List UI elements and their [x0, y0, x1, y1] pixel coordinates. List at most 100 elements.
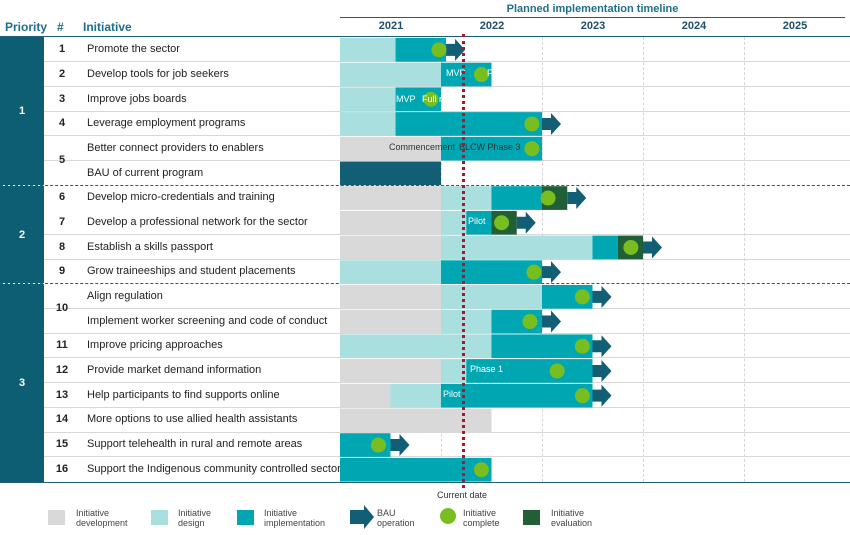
priority-header: Priority — [5, 20, 48, 34]
design-bar — [340, 260, 441, 284]
initiative-label: Grow traineeships and student placements — [87, 265, 296, 277]
complete-marker — [370, 437, 386, 453]
complete-marker — [574, 289, 590, 305]
initiative-number: 16 — [55, 463, 69, 475]
current-date-label: Current date — [437, 490, 488, 500]
complete-marker — [473, 67, 489, 83]
priority-band-3: 3 — [0, 284, 44, 482]
priority-label: 3 — [18, 377, 26, 389]
initiative-number: 6 — [58, 191, 66, 203]
row-divider — [44, 456, 850, 457]
initiative-number: 8 — [58, 241, 66, 253]
complete-marker — [574, 338, 590, 354]
complete-marker — [623, 239, 639, 255]
design-bar — [441, 235, 593, 260]
complete-marker — [526, 264, 542, 280]
initiative-number: 13 — [55, 389, 69, 401]
design-bar — [340, 62, 441, 87]
initiative-label: Promote the sector — [87, 43, 180, 55]
header-divider — [0, 36, 850, 37]
design-bar — [340, 87, 396, 112]
initiative-label: Align regulation — [87, 290, 163, 302]
priority-separator — [0, 185, 850, 186]
initiative-label: Develop a professional network for the s… — [87, 216, 308, 228]
implementation-bar — [395, 112, 542, 136]
design-bar — [340, 334, 492, 359]
initiative-label: More options to use allied health assist… — [87, 413, 298, 425]
year-label-2023: 2023 — [580, 20, 606, 32]
initiative-number: 1 — [58, 43, 66, 55]
row-divider — [44, 333, 850, 334]
complete-circle-icon — [440, 508, 456, 524]
bau-arrow — [446, 38, 466, 61]
initiative-label: Better connect providers to enablers — [87, 142, 264, 154]
year-label-2021: 2021 — [378, 20, 404, 32]
initiative-label: Support telehealth in rural and remote a… — [87, 438, 303, 450]
initiative-label: Improve jobs boards — [87, 93, 187, 105]
complete-marker — [522, 314, 538, 330]
development-bar — [340, 408, 492, 433]
priority-band-1: 1 — [0, 37, 44, 185]
legend-complete: Initiative complete — [463, 508, 500, 528]
design-bar — [441, 186, 492, 210]
initiative-header: Initiative — [83, 20, 132, 34]
initiative-label: Establish a skills passport — [87, 241, 213, 253]
year-label-2024: 2024 — [681, 20, 707, 32]
implementation-bar — [441, 383, 593, 408]
initiative-label: Develop tools for job seekers — [87, 68, 229, 80]
development-bar — [340, 186, 441, 210]
legend-bau: BAU operation — [377, 508, 415, 528]
row-divider — [44, 111, 850, 112]
initiative-label: Support the Indigenous community control… — [87, 463, 341, 475]
timeline-underline — [340, 17, 845, 18]
row-divider — [44, 432, 850, 433]
initiative-number: 3 — [58, 93, 66, 105]
bar-annotation: MVP — [396, 94, 416, 104]
initiative-label: BAU of current program — [87, 167, 204, 179]
initiative-label: Develop micro-credentials and training — [87, 191, 275, 203]
priority-label: 2 — [18, 228, 26, 241]
initiative-label: Help participants to find supports onlin… — [87, 389, 280, 401]
complete-marker — [524, 116, 540, 132]
initiative-number: 4 — [58, 117, 66, 129]
number-header: # — [57, 20, 64, 34]
bar-annotation: Full rollout — [422, 94, 464, 104]
bau-arrow — [592, 285, 612, 308]
implementation-bar — [395, 38, 447, 62]
development-bar — [340, 285, 441, 309]
current-date-line — [462, 34, 465, 488]
row-divider — [44, 86, 850, 87]
complete-marker — [494, 215, 510, 231]
design-bar — [441, 309, 492, 334]
bau-bar — [340, 161, 441, 186]
initiative-number: 11 — [56, 339, 68, 351]
bar-annotation: Commencement — [389, 142, 456, 152]
row-divider — [44, 259, 850, 260]
complete-marker — [423, 91, 439, 107]
initiative-label: Improve pricing approaches — [87, 339, 223, 351]
implementation-bar — [491, 334, 593, 359]
development-bar — [340, 359, 441, 383]
bau-arrow — [516, 211, 536, 234]
design-bar — [340, 38, 396, 62]
initiative-number: 15 — [55, 438, 69, 450]
development-swatch — [48, 510, 65, 525]
legend-development: Initiative development — [76, 508, 128, 528]
implementation-bar — [491, 186, 542, 210]
development-bar — [340, 210, 441, 235]
row-divider — [44, 61, 850, 62]
development-bar — [340, 136, 441, 161]
bau-arrow-icon — [350, 505, 374, 529]
initiative-number: 7 — [58, 216, 66, 228]
implementation-bar — [340, 457, 492, 482]
bar-annotation: Pilot — [468, 216, 486, 226]
timeline-title: Planned implementation timeline — [506, 3, 679, 15]
bar-annotation: MVP — [446, 68, 466, 78]
bar-annotation: Full rollout — [487, 68, 529, 78]
initiative-number: 9 — [58, 265, 66, 277]
complete-marker — [473, 462, 489, 478]
bau-arrow — [542, 112, 561, 135]
bau-arrow — [542, 261, 561, 284]
year-label-2022: 2022 — [479, 20, 505, 32]
